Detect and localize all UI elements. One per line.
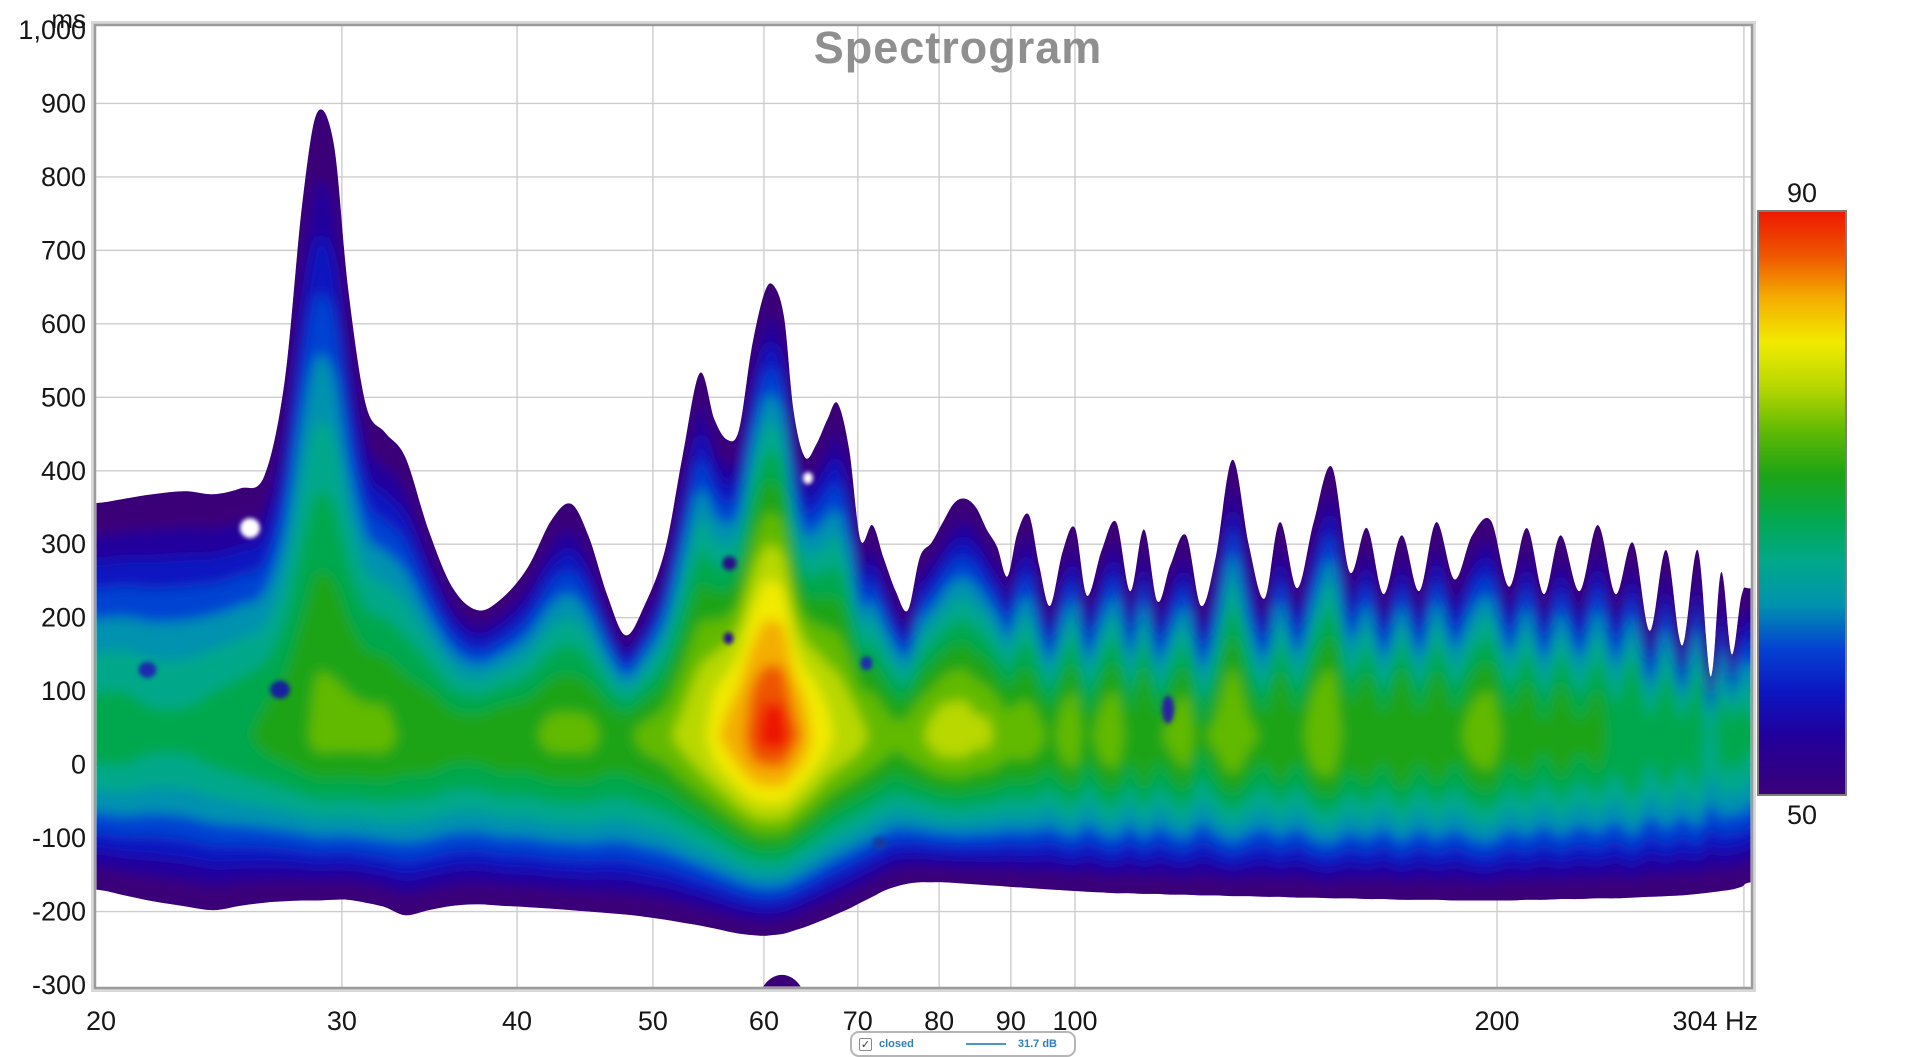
low-level-spot xyxy=(860,656,873,671)
y-tick-label: 300 xyxy=(41,529,86,559)
low-level-spot xyxy=(1161,695,1174,724)
y-axis-unit-label: ms xyxy=(51,4,86,34)
y-tick-label: 400 xyxy=(41,456,86,486)
measurement-trace-color-line xyxy=(965,1043,1006,1045)
colorbar-min-label: 50 xyxy=(1786,800,1818,830)
x-tick-label: 50 xyxy=(638,1006,668,1036)
y-tick-label: -100 xyxy=(32,823,86,853)
contour-level-69db xyxy=(1715,696,1751,774)
y-tick-label: 700 xyxy=(41,235,86,265)
contour-level-75db xyxy=(1163,695,1195,768)
contour-level-72db xyxy=(250,480,1608,849)
y-tick-label: 500 xyxy=(41,382,86,412)
contour-level-75db xyxy=(1093,691,1125,768)
contour-level-75db xyxy=(1055,692,1082,768)
below-range-lobe xyxy=(763,974,801,987)
contour-level-89db xyxy=(757,701,790,751)
colorbar-gradient xyxy=(1757,210,1847,796)
y-tick-label: 600 xyxy=(41,309,86,339)
x-tick-label: 30 xyxy=(327,1006,357,1036)
chart-title: Spectrogram xyxy=(813,22,1103,73)
null-hole-spot xyxy=(802,472,813,485)
y-axis-tick-labels: 1,000 900 800 700 600 500 400 300 200 100 0 -100 -20… xyxy=(18,15,86,1000)
low-level-spot xyxy=(269,680,290,699)
measurement-name-label[interactable]: closed xyxy=(879,1038,914,1050)
contour-level-75db xyxy=(1304,669,1342,777)
y-tick-label: -200 xyxy=(32,897,86,927)
contour-layers xyxy=(96,109,1751,936)
y-tick-label: 1,000 xyxy=(18,15,86,45)
low-level-spot xyxy=(723,632,734,645)
plot-frame xyxy=(91,21,1756,992)
measurement-legend-chip[interactable]: ✓ closed 31.7 dB xyxy=(850,1031,1076,1057)
y-tick-label: 900 xyxy=(41,88,86,118)
measurement-level-value: 31.7 dB xyxy=(1017,1038,1057,1050)
x-tick-label: 60 xyxy=(749,1006,779,1036)
contour-level-75db xyxy=(1207,669,1258,774)
measurement-checkbox[interactable]: ✓ xyxy=(859,1037,872,1051)
x-tick-label: 40 xyxy=(502,1006,532,1036)
low-level-spot xyxy=(873,837,888,850)
null-hole-spot xyxy=(240,518,261,539)
spectrogram-heatmap xyxy=(96,109,1751,987)
x-tick-label: 20 xyxy=(86,1006,116,1036)
colorbar xyxy=(1757,210,1847,796)
detail-spots xyxy=(138,472,1174,850)
y-tick-label: 800 xyxy=(41,162,86,192)
x-tick-label: 304 Hz xyxy=(1672,1006,1758,1036)
low-level-spot xyxy=(138,661,157,678)
low-level-spot xyxy=(722,556,737,571)
x-tick-label: 200 xyxy=(1475,1006,1520,1036)
contour-level-75db xyxy=(537,712,600,754)
contour-level-75db xyxy=(308,671,397,753)
y-tick-label: 200 xyxy=(41,603,86,633)
colorbar-max-label: 90 xyxy=(1786,178,1818,208)
y-tick-label: 100 xyxy=(41,676,86,706)
y-tick-label: 0 xyxy=(71,750,86,780)
contour-level-75db xyxy=(1462,691,1502,770)
y-tick-label: -300 xyxy=(32,970,86,1000)
contour-level-78db xyxy=(924,700,993,757)
